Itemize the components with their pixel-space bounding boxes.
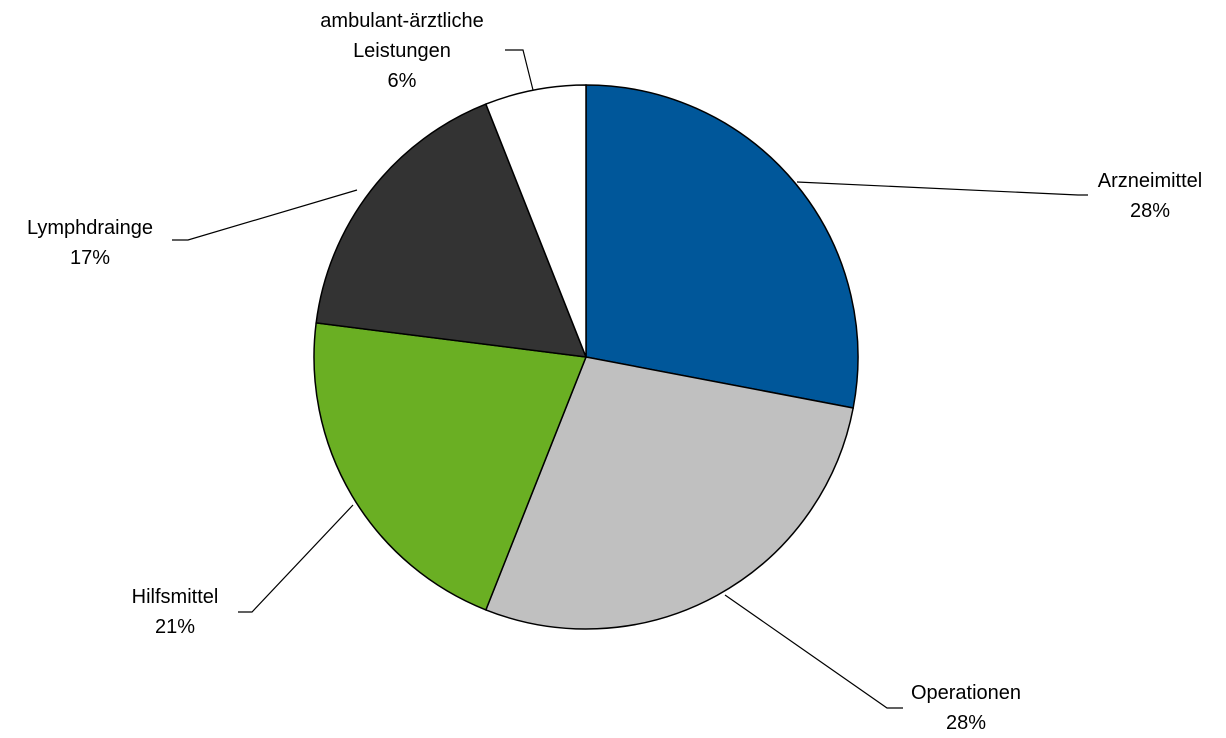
slice-value-label: 17% bbox=[70, 247, 110, 269]
leader-line bbox=[505, 49, 534, 91]
slice-label: Arzneimittel bbox=[1098, 170, 1202, 192]
slice-value-label: 28% bbox=[1130, 200, 1170, 222]
slice-label: ambulant-ärztliche Leistungen bbox=[320, 10, 483, 62]
pie-slice bbox=[484, 356, 855, 630]
leader-line bbox=[724, 594, 903, 709]
leader-line bbox=[796, 181, 1088, 196]
slice-label: Operationen bbox=[911, 682, 1021, 704]
slice-label: Lymphdrainge bbox=[27, 217, 153, 239]
pie-slice bbox=[313, 322, 588, 611]
slice-label: Hilfsmittel bbox=[132, 586, 219, 608]
leader-line bbox=[172, 189, 358, 241]
pie-slice bbox=[585, 84, 859, 409]
leader-line bbox=[238, 504, 354, 613]
pie-slice bbox=[484, 84, 587, 358]
pie-slice bbox=[315, 103, 588, 358]
slice-value-label: 21% bbox=[155, 616, 195, 638]
slice-value-label: 28% bbox=[946, 712, 986, 734]
slice-value-label: 6% bbox=[388, 70, 417, 92]
